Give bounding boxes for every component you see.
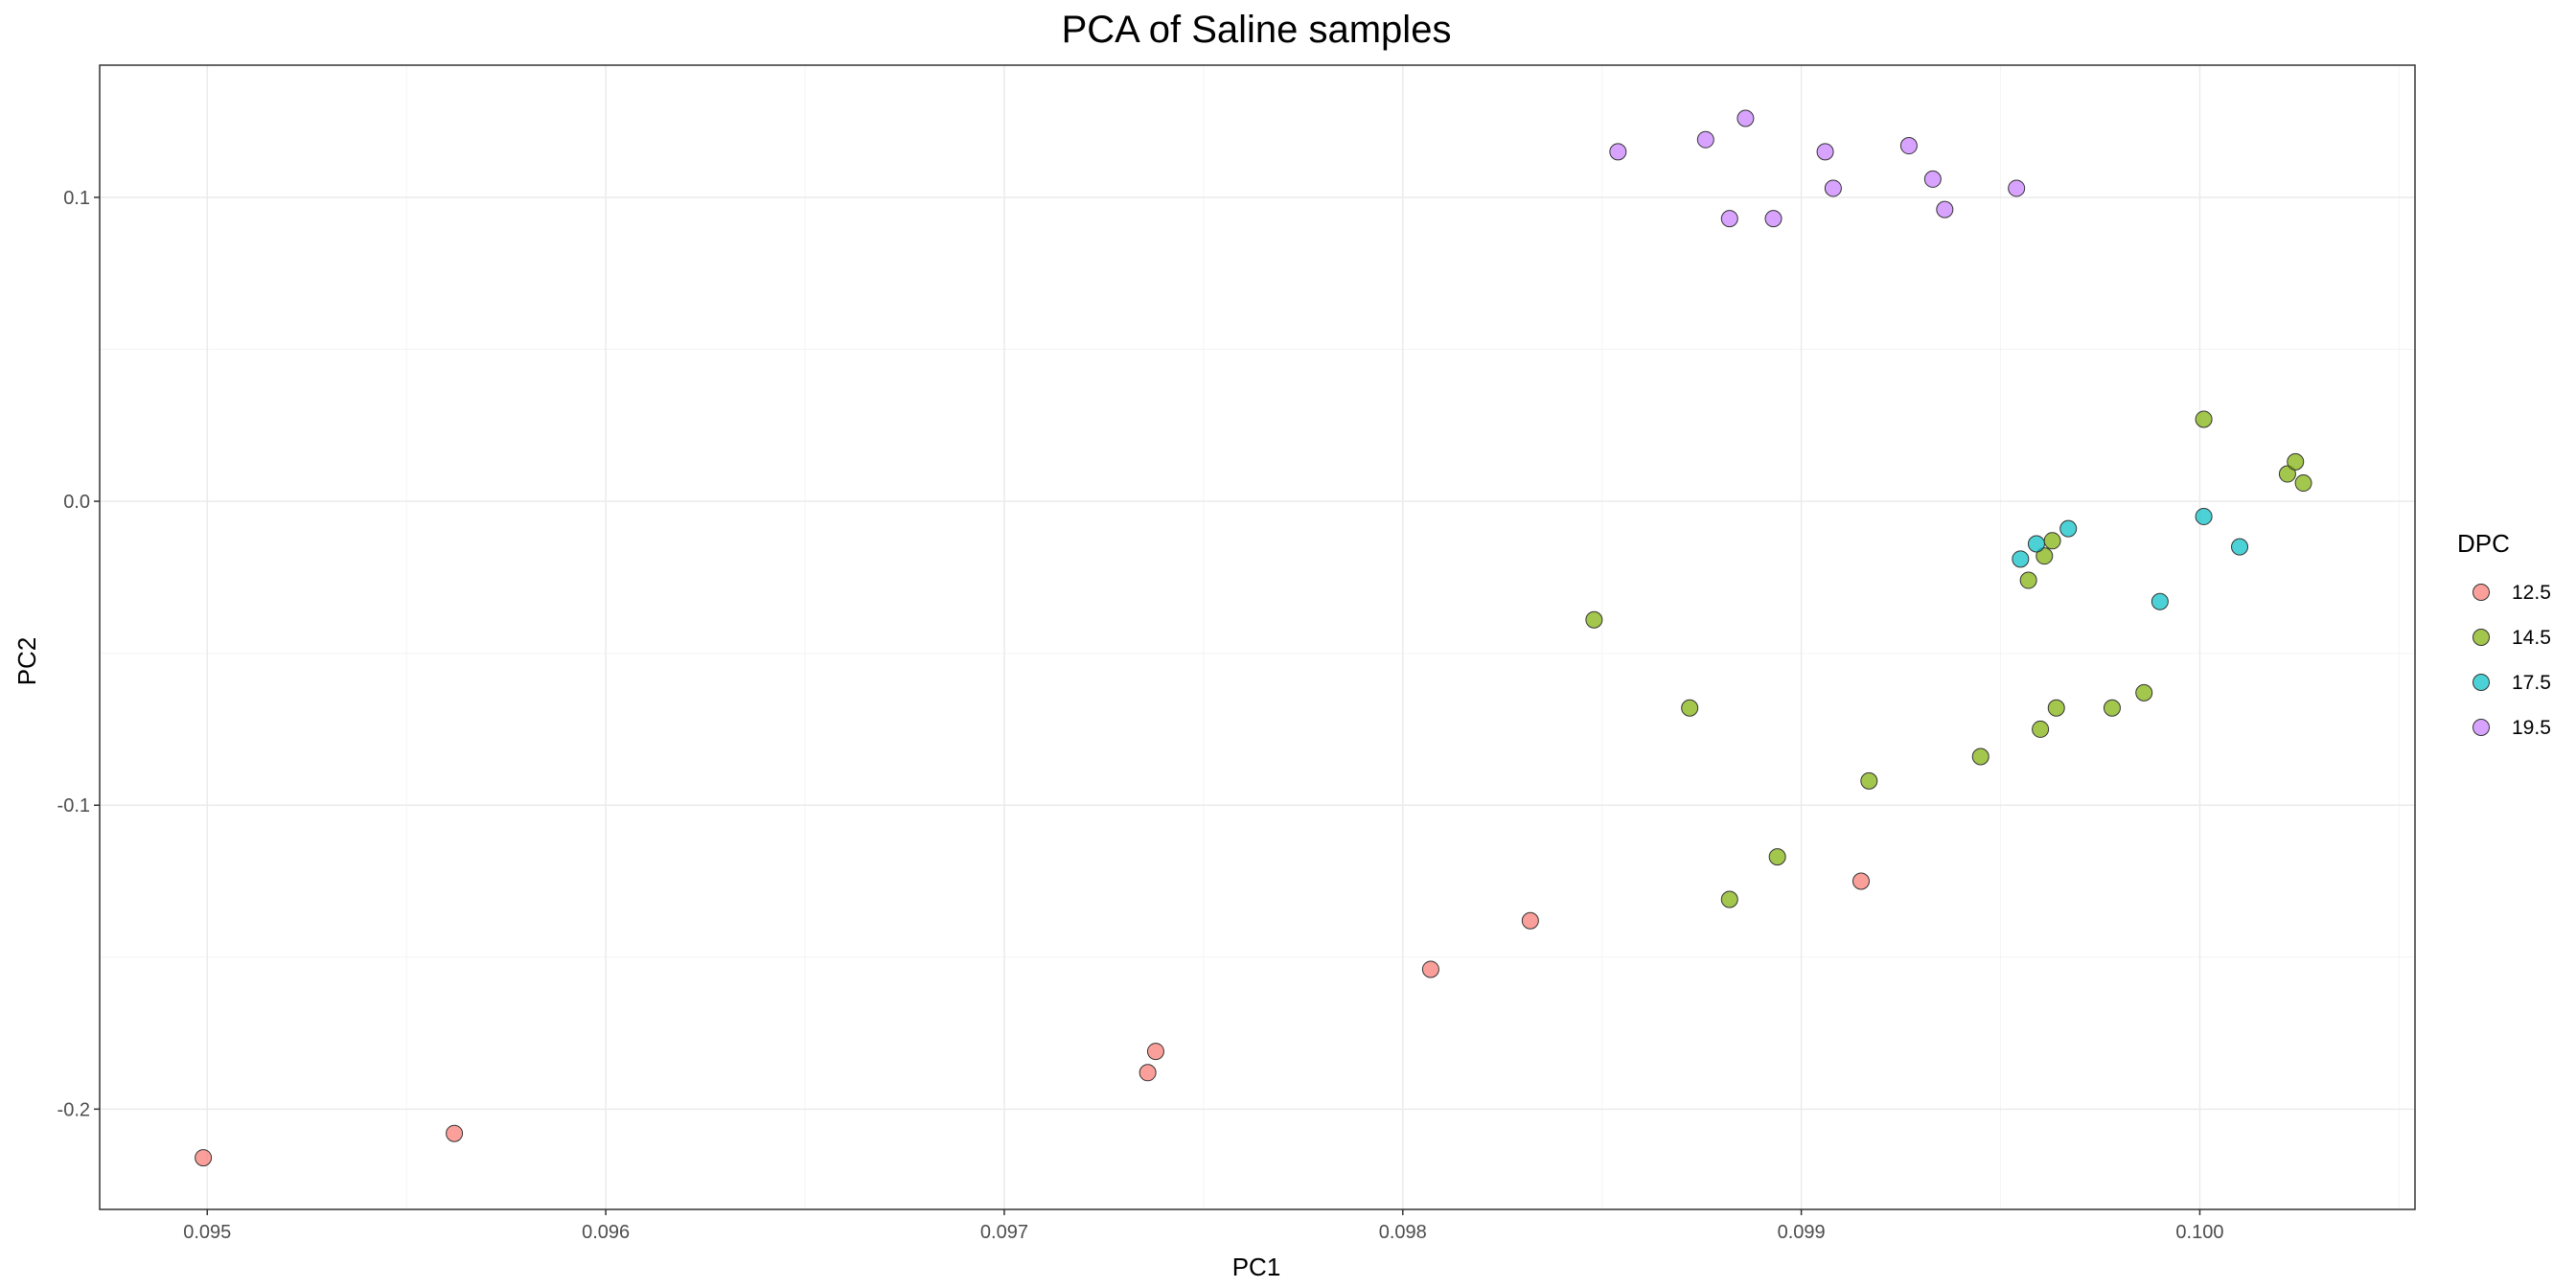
legend-key-marker [2472,719,2490,736]
y-axis-title: PC2 [12,637,41,686]
legend-key-marker [2472,674,2490,691]
legend-item-dpc-19-5: 19.5 [2472,717,2551,739]
data-point-dpc-19-5 [1609,143,1627,161]
x-tick-label: 0.097 [980,1222,1028,1243]
data-point-dpc-19-5 [1720,210,1738,228]
data-point-dpc-12-5 [195,1149,213,1167]
data-point-dpc-19-5 [1736,109,1755,127]
y-axis-ticks: -0.2 -0.1 0.0 0.1 [58,188,100,1120]
legend-item-label: 19.5 [2512,717,2551,739]
data-point-dpc-17-5 [2150,592,2169,610]
data-point-dpc-12-5 [1138,1064,1157,1082]
x-tick-label: 0.099 [1778,1222,1826,1243]
data-point-dpc-17-5 [2231,538,2249,556]
data-point-dpc-14-5 [1860,771,1878,790]
data-point-dpc-14-5 [2103,699,2121,717]
data-point-dpc-14-5 [2019,571,2037,589]
legend-item-label: 12.5 [2512,582,2551,604]
data-point-dpc-12-5 [1421,960,1439,978]
y-tick-label: 0.0 [63,492,90,513]
minor-gridlines [100,65,2415,1209]
x-tick-label: 0.096 [582,1222,630,1243]
data-point-dpc-12-5 [1521,911,1539,930]
major-gridlines [100,65,2415,1209]
data-point-dpc-19-5 [1936,200,1954,218]
data-point-dpc-19-5 [2008,179,2026,197]
y-tick-label: 0.1 [63,188,90,209]
data-point-dpc-17-5 [2059,519,2078,538]
x-tick-label: 0.098 [1379,1222,1427,1243]
y-tick-label: -0.1 [58,795,90,816]
data-point-dpc-14-5 [2032,720,2050,738]
data-point-dpc-14-5 [2195,410,2213,428]
legend-key-marker [2472,584,2490,601]
legend-item-dpc-17-5: 17.5 [2472,672,2551,694]
data-point-dpc-19-5 [1816,143,1834,161]
data-point-dpc-14-5 [1681,699,1699,717]
data-point-dpc-14-5 [2043,532,2061,550]
data-point-dpc-14-5 [2036,547,2054,565]
data-point-dpc-19-5 [1696,130,1714,149]
data-point-dpc-19-5 [1824,179,1842,197]
data-point-dpc-12-5 [446,1124,464,1142]
legend: DPC 12.5 14.5 17.5 19.5 [2457,529,2551,739]
legend-item-label: 17.5 [2512,672,2551,694]
y-tick-label: -0.2 [58,1099,90,1120]
x-axis-title: PC1 [1232,1253,1281,1281]
data-point-dpc-17-5 [2012,550,2030,568]
legend-items: 12.5 14.5 17.5 19.5 [2472,582,2551,739]
x-axis-ticks: 0.095 0.096 0.097 0.098 0.099 0.100 [183,1209,2223,1243]
data-point-dpc-12-5 [1146,1043,1164,1061]
data-point-dpc-14-5 [1971,748,1990,766]
data-point-dpc-14-5 [2135,683,2153,702]
data-point-dpc-17-5 [2027,535,2045,553]
data-point-dpc-14-5 [1768,848,1786,866]
data-point-dpc-14-5 [1720,890,1738,908]
data-point-dpc-14-5 [2047,699,2065,717]
data-point-dpc-14-5 [1585,610,1603,629]
data-points [195,109,2312,1167]
data-point-dpc-14-5 [2287,452,2305,471]
data-point-dpc-12-5 [1852,872,1870,890]
data-point-dpc-19-5 [1923,170,1942,188]
data-point-dpc-14-5 [2294,474,2312,493]
data-point-dpc-14-5 [2278,465,2296,483]
legend-item-dpc-14-5: 14.5 [2472,627,2551,649]
legend-title: DPC [2457,529,2510,558]
data-point-dpc-17-5 [2195,507,2213,525]
x-tick-label: 0.095 [183,1222,231,1243]
panel-border [99,64,2416,1210]
legend-key-marker [2472,629,2490,646]
chart-title: PCA of Saline samples [1062,9,1452,51]
data-point-dpc-19-5 [1764,210,1782,228]
x-tick-label: 0.100 [2175,1222,2223,1243]
legend-item-dpc-12-5: 12.5 [2472,582,2551,604]
legend-item-label: 14.5 [2512,627,2551,649]
data-point-dpc-19-5 [1899,137,1918,155]
